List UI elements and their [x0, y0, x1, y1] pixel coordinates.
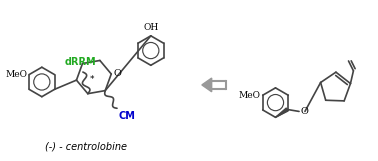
- Text: MeO: MeO: [239, 91, 261, 100]
- Text: MeO: MeO: [5, 70, 27, 79]
- Text: dRRM: dRRM: [64, 57, 96, 67]
- Text: *: *: [90, 75, 94, 84]
- Text: O: O: [300, 107, 308, 116]
- Text: O: O: [113, 70, 121, 79]
- Text: (-) - centrolobine: (-) - centrolobine: [45, 142, 127, 152]
- Polygon shape: [202, 78, 212, 92]
- Text: CM: CM: [119, 111, 136, 121]
- Text: OH: OH: [143, 23, 158, 32]
- Polygon shape: [276, 108, 288, 117]
